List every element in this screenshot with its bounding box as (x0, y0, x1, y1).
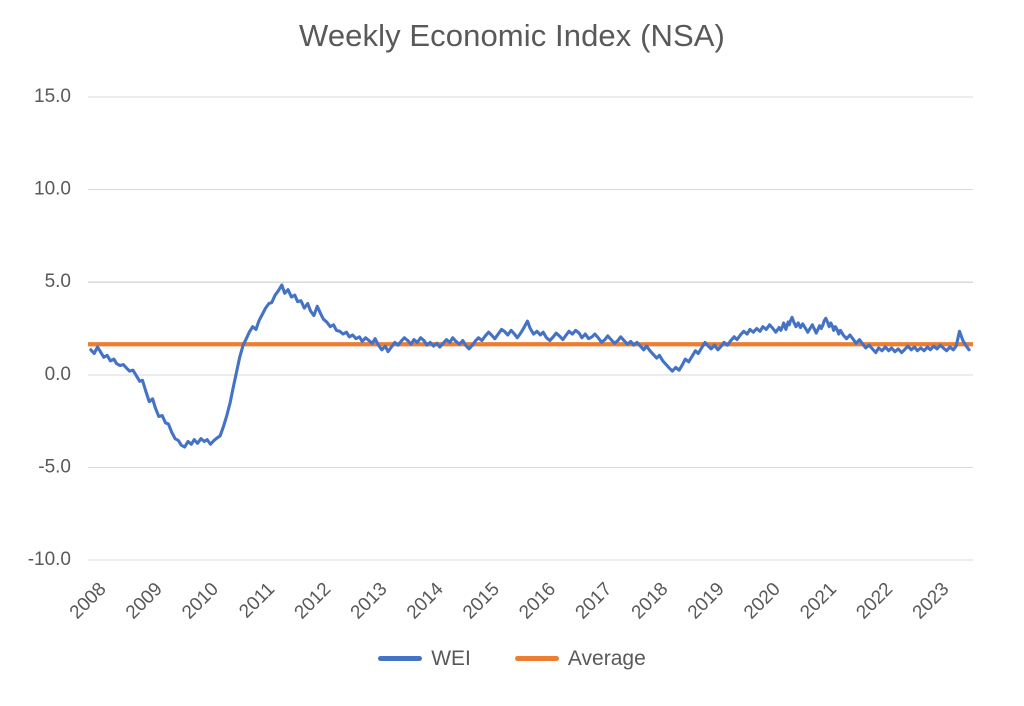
x-tick-label: 2017 (572, 579, 617, 624)
y-tick-label: 5.0 (45, 271, 71, 292)
legend-swatch-wei (378, 656, 423, 661)
chart-plot-area: 15.0 10.0 5.0 0.0 -5.0 -10.0 2008 2009 2010 2011… (28, 86, 973, 623)
x-tick-label: 2011 (235, 579, 279, 623)
x-tick-label: 2010 (178, 579, 223, 624)
y-tick-label: -10.0 (28, 549, 71, 570)
x-tick-label: 2013 (347, 579, 392, 624)
legend-swatch-average (514, 656, 559, 661)
x-tick-label: 2023 (909, 579, 954, 624)
x-axis-tick-labels: 2008 2009 2010 2011 2012 2013 2014 2015 2016 2017… (66, 578, 954, 623)
x-tick-label: 2018 (628, 579, 673, 624)
x-tick-label: 2016 (515, 579, 560, 624)
legend-label-wei: WEI (431, 647, 471, 670)
x-tick-label: 2015 (459, 579, 504, 624)
y-tick-label: 0.0 (45, 364, 71, 385)
x-tick-label: 2021 (796, 579, 841, 624)
y-tick-label: -5.0 (38, 456, 71, 477)
y-tick-label: 15.0 (34, 86, 71, 107)
y-tick-label: 10.0 (34, 179, 71, 200)
wei-data-line (89, 283, 971, 449)
x-tick-label: 2008 (66, 579, 111, 624)
x-tick-label: 2009 (122, 579, 167, 624)
x-tick-label: 2020 (740, 579, 785, 624)
legend-label-average: Average (567, 647, 646, 670)
x-tick-label: 2014 (403, 578, 448, 623)
legend-item-wei[interactable]: WEI (378, 648, 471, 669)
series-wei-line (89, 283, 971, 449)
x-tick-label: 2022 (852, 579, 897, 624)
chart-legend: WEI Average (0, 648, 1024, 669)
x-tick-label: 2012 (291, 579, 336, 624)
y-axis-tick-labels: 15.0 10.0 5.0 0.0 -5.0 -10.0 (28, 86, 71, 570)
x-tick-label: 2019 (684, 579, 729, 624)
legend-item-average[interactable]: Average (514, 647, 646, 670)
chart-title: Weekly Economic Index (NSA) (299, 18, 725, 53)
